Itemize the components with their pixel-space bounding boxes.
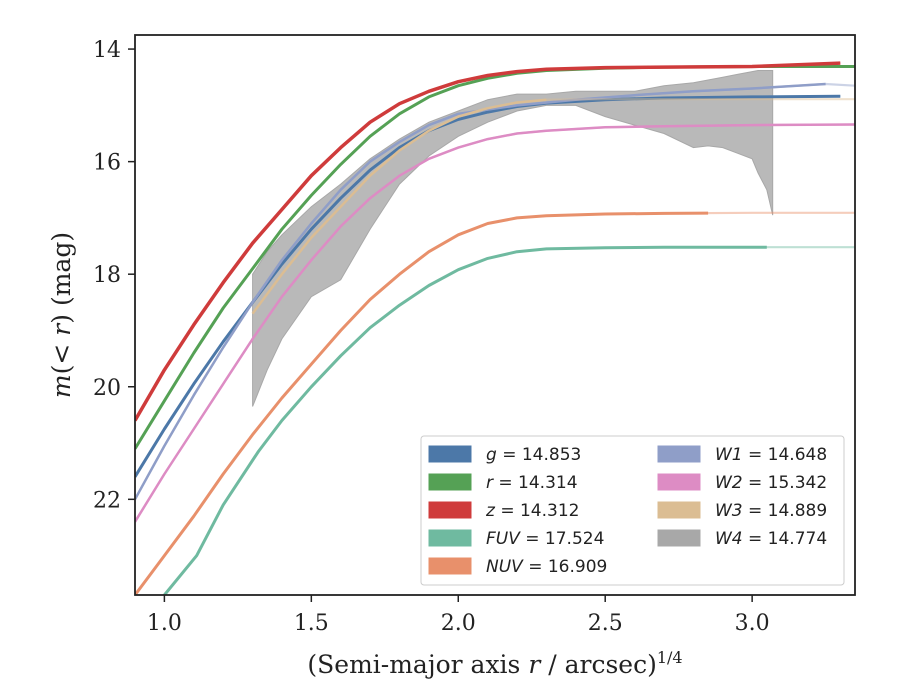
- x-tick-label: 2.0: [441, 611, 476, 636]
- legend: g = 14.853 r = 14.314 z = 14.312 FUV = 17.5…: [420, 435, 845, 586]
- legend-label-W4: W4 = 14.774: [715, 529, 827, 549]
- legend-swatch-r: [428, 473, 472, 491]
- legend-label-W2: W2 = 15.342: [715, 473, 827, 493]
- x-tick-label: 1.5: [294, 611, 329, 636]
- curve-W1: [135, 82, 826, 500]
- y-tick-label: 14: [93, 38, 121, 63]
- x-tick-label: 2.5: [588, 611, 623, 636]
- legend-label-z: z = 14.312: [485, 501, 579, 521]
- legend-label-FUV: FUV = 17.524: [486, 529, 604, 549]
- legend-swatch-W2: [657, 473, 701, 491]
- x-tick-label: 1.0: [147, 611, 182, 636]
- plot-frame: [134, 34, 856, 596]
- legend-label-W3: W3 = 14.889: [715, 501, 827, 521]
- tick-layer: 1.0 1.5 2.0 2.5 3.0 14 16 18 20 22: [93, 38, 770, 636]
- y-axis-title: m(< r) (mag): [47, 232, 76, 398]
- legend-swatch-g: [428, 445, 472, 463]
- legend-swatch-W1: [657, 445, 701, 463]
- legend-swatch-W4: [657, 529, 701, 547]
- x-tick-label: 3.0: [735, 611, 770, 636]
- legend-box: [420, 435, 845, 586]
- legend-label-W1: W1 = 14.648: [715, 445, 827, 465]
- y-tick-label: 20: [93, 376, 121, 401]
- curve-z: [135, 61, 841, 422]
- curve-W2: [135, 123, 855, 523]
- legend-swatch-W3: [657, 501, 701, 519]
- y-tick-label: 18: [93, 263, 121, 288]
- curve-W3: [251, 98, 547, 315]
- y-tick-label: 22: [93, 488, 121, 513]
- legend-swatch-z: [428, 501, 472, 519]
- legend-label-g: g = 14.853: [486, 445, 581, 465]
- curve-NUV: [135, 211, 709, 595]
- curve-g: [135, 94, 841, 478]
- y-tick-label: 16: [93, 151, 121, 176]
- legend-label-NUV: NUV = 16.909: [486, 557, 607, 577]
- legend-swatch-FUV: [428, 529, 472, 547]
- legend-label-r: r = 14.314: [486, 473, 578, 493]
- series-layer: [135, 61, 855, 595]
- curve-FUV: [162, 245, 767, 595]
- x-axis-title: (Semi-major axis r / arcsec)1/4: [307, 648, 682, 679]
- legend-swatch-NUV: [428, 557, 472, 575]
